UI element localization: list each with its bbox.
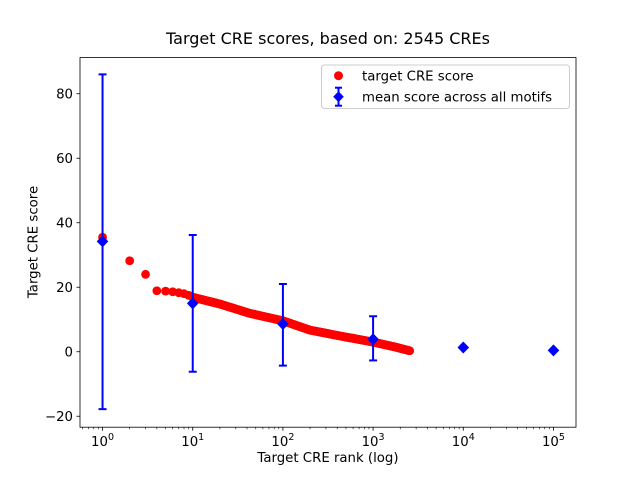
y-tick-label: 0	[65, 345, 73, 360]
legend-circle-marker	[334, 71, 343, 81]
y-tick-label: 60	[56, 152, 73, 167]
mean-score-point	[367, 333, 379, 346]
mean-score-point	[547, 344, 560, 357]
legend-diamond-marker	[333, 91, 344, 103]
mean-score-point	[186, 297, 199, 310]
mean-score-point	[96, 235, 109, 248]
mean-score-series	[96, 73, 560, 411]
target-score-point	[125, 256, 135, 266]
x-tick-label: 103	[362, 432, 385, 450]
y-tick-label: 20	[56, 281, 73, 296]
y-tick-label: 40	[56, 216, 73, 231]
x-axis-label: Target CRE rank (log)	[257, 451, 399, 466]
x-tick-label: 100	[91, 432, 114, 450]
target-score-point	[141, 269, 150, 279]
mean-score-point	[457, 341, 470, 354]
axes-frame: −20 0 20 40 60 80 100 101 102 103 104 105	[45, 57, 577, 450]
target-score-series	[98, 232, 415, 356]
target-score-point	[405, 346, 415, 356]
legend-label-mean: mean score across all motifs	[362, 90, 552, 105]
legend-label-target: target CRE score	[362, 69, 474, 84]
legend-box	[321, 64, 570, 109]
x-tick-label: 101	[181, 432, 204, 450]
chart-title: Target CRE scores, based on: 2545 CREs	[166, 29, 490, 48]
y-tick-label: 80	[56, 87, 73, 102]
mean-score-point	[277, 318, 289, 330]
x-tick-label: 104	[452, 432, 475, 450]
target-score-point	[161, 286, 170, 296]
x-tick-label: 102	[271, 432, 294, 450]
y-axis-label: Target CRE score	[26, 185, 42, 299]
target-score-point	[152, 286, 162, 296]
legend: target CRE score mean score across all mo…	[321, 64, 570, 109]
x-tick-label: 105	[542, 432, 565, 450]
y-tick-label: −20	[45, 410, 73, 425]
